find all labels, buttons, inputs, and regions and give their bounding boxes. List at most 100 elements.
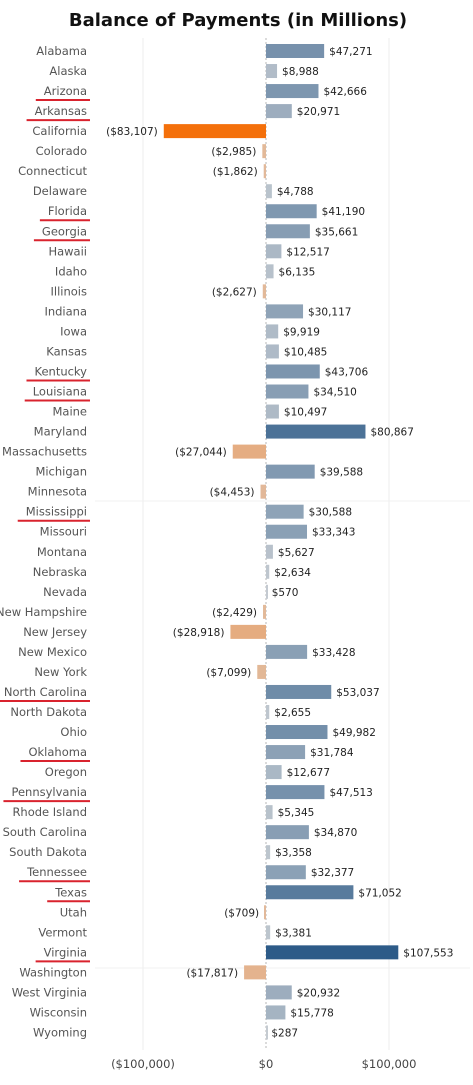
bar-washington bbox=[244, 965, 266, 980]
state-label-michigan: Michigan bbox=[35, 465, 87, 479]
bar-idaho bbox=[266, 264, 274, 279]
bar-new-york bbox=[257, 664, 266, 679]
state-label-iowa: Iowa bbox=[60, 324, 87, 338]
state-label-louisiana: Louisiana bbox=[33, 385, 87, 399]
value-label-colorado: ($2,985) bbox=[211, 146, 256, 158]
value-label-mississippi: $30,588 bbox=[309, 507, 352, 519]
bar-maine bbox=[266, 404, 279, 419]
value-label-florida: $41,190 bbox=[322, 206, 365, 218]
value-label-rhode-island: $5,345 bbox=[278, 807, 315, 819]
state-label-california: California bbox=[32, 124, 87, 138]
value-label-nevada: $570 bbox=[272, 587, 299, 599]
value-label-minnesota: ($4,453) bbox=[210, 487, 255, 499]
value-label-connecticut: ($1,862) bbox=[213, 166, 258, 178]
state-label-north-dakota: North Dakota bbox=[10, 705, 87, 719]
bar-alaska bbox=[266, 64, 278, 79]
bar-illinois bbox=[262, 284, 266, 299]
state-label-oklahoma: Oklahoma bbox=[28, 745, 87, 759]
value-label-michigan: $39,588 bbox=[320, 467, 363, 479]
state-label-hawaii: Hawaii bbox=[48, 244, 87, 258]
value-label-nebraska: $2,634 bbox=[274, 567, 311, 579]
bar-rhode-island bbox=[266, 805, 273, 820]
value-label-north-carolina: $53,037 bbox=[336, 687, 379, 699]
value-label-delaware: $4,788 bbox=[277, 186, 314, 198]
state-label-kansas: Kansas bbox=[46, 344, 87, 358]
state-label-colorado: Colorado bbox=[36, 144, 87, 158]
value-label-new-york: ($7,099) bbox=[206, 667, 251, 679]
bar-montana bbox=[266, 544, 273, 559]
state-label-montana: Montana bbox=[37, 545, 87, 559]
bar-michigan bbox=[266, 464, 315, 479]
value-label-montana: $5,627 bbox=[278, 547, 315, 559]
bar-west-virginia bbox=[266, 985, 292, 1000]
bar-north-carolina bbox=[266, 684, 332, 699]
value-label-alaska: $8,988 bbox=[282, 66, 319, 78]
state-label-south-carolina: South Carolina bbox=[3, 825, 87, 839]
value-label-alabama: $47,271 bbox=[329, 46, 372, 58]
value-label-idaho: $6,135 bbox=[279, 266, 316, 278]
bar-nebraska bbox=[266, 564, 270, 579]
bar-south-dakota bbox=[266, 845, 271, 860]
bar-kansas bbox=[266, 344, 279, 359]
value-label-ohio: $49,982 bbox=[332, 727, 375, 739]
state-label-new-jersey: New Jersey bbox=[23, 625, 87, 639]
value-label-virginia: $107,553 bbox=[403, 947, 453, 959]
bar-virginia bbox=[266, 945, 399, 960]
bar-south-carolina bbox=[266, 825, 309, 840]
bar-minnesota bbox=[260, 484, 266, 499]
value-label-missouri: $33,343 bbox=[312, 527, 355, 539]
bar-new-mexico bbox=[266, 644, 308, 659]
value-label-oregon: $12,677 bbox=[287, 767, 330, 779]
value-label-arkansas: $20,971 bbox=[297, 106, 340, 118]
state-label-utah: Utah bbox=[60, 905, 87, 919]
value-label-louisiana: $34,510 bbox=[313, 387, 356, 399]
state-label-arizona: Arizona bbox=[44, 84, 87, 98]
state-label-vermont: Vermont bbox=[38, 925, 87, 939]
value-label-south-carolina: $34,870 bbox=[314, 827, 357, 839]
bar-california bbox=[163, 124, 266, 139]
value-label-texas: $71,052 bbox=[358, 887, 401, 899]
value-label-maine: $10,497 bbox=[284, 407, 327, 419]
bar-delaware bbox=[266, 184, 272, 199]
state-label-alaska: Alaska bbox=[49, 64, 87, 78]
state-label-wisconsin: Wisconsin bbox=[30, 1005, 87, 1019]
bar-utah bbox=[264, 905, 266, 920]
state-label-delaware: Delaware bbox=[33, 184, 87, 198]
state-label-idaho: Idaho bbox=[55, 264, 87, 278]
value-label-new-mexico: $33,428 bbox=[312, 647, 355, 659]
value-label-vermont: $3,381 bbox=[275, 927, 312, 939]
state-label-new-york: New York bbox=[34, 665, 87, 679]
state-label-tennessee: Tennessee bbox=[26, 865, 87, 879]
labels-layer: Alabama $47,271 Alaska $8,988 Arizona $42,666… bbox=[0, 44, 453, 1039]
value-label-oklahoma: $31,784 bbox=[310, 747, 354, 759]
bar-maryland bbox=[266, 424, 366, 439]
bar-vermont bbox=[266, 925, 271, 940]
bar-missouri bbox=[266, 524, 308, 539]
value-label-north-dakota: $2,655 bbox=[274, 707, 311, 719]
value-label-tennessee: $32,377 bbox=[311, 867, 354, 879]
value-label-new-jersey: ($28,918) bbox=[173, 627, 225, 639]
state-label-maryland: Maryland bbox=[34, 425, 87, 439]
state-label-rhode-island: Rhode Island bbox=[12, 805, 87, 819]
state-label-alabama: Alabama bbox=[36, 44, 87, 58]
state-label-indiana: Indiana bbox=[44, 304, 87, 318]
state-label-oregon: Oregon bbox=[45, 765, 87, 779]
state-label-mississippi: Mississippi bbox=[26, 505, 87, 519]
state-label-kentucky: Kentucky bbox=[34, 364, 87, 378]
bar-mississippi bbox=[266, 504, 304, 519]
state-label-arkansas: Arkansas bbox=[35, 104, 87, 118]
state-label-north-carolina: North Carolina bbox=[4, 685, 87, 699]
x-axis: ($100,000) $0 $100,000 bbox=[111, 1057, 416, 1071]
state-label-virginia: Virginia bbox=[44, 945, 87, 959]
bar-arkansas bbox=[266, 104, 292, 119]
state-label-wyoming: Wyoming bbox=[33, 1025, 87, 1039]
bar-oklahoma bbox=[266, 745, 306, 760]
bar-connecticut bbox=[263, 164, 266, 179]
value-label-wyoming: $287 bbox=[271, 1027, 298, 1039]
state-label-georgia: Georgia bbox=[42, 224, 87, 238]
value-label-kentucky: $43,706 bbox=[325, 366, 369, 378]
state-label-west-virginia: West Virginia bbox=[12, 985, 87, 999]
value-label-illinois: ($2,627) bbox=[212, 286, 257, 298]
value-label-indiana: $30,117 bbox=[308, 306, 351, 318]
